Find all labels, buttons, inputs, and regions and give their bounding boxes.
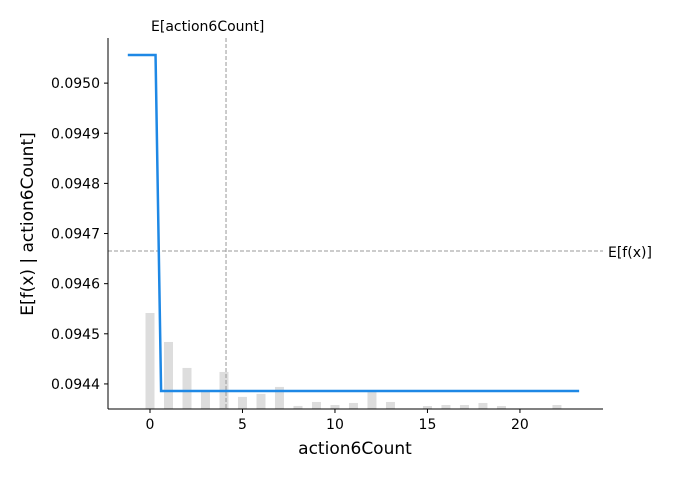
- histogram-bar: [552, 404, 562, 409]
- histogram-bar: [274, 386, 284, 409]
- histogram-bar: [422, 405, 432, 409]
- expected-x-label: E[action6Count]: [151, 19, 264, 35]
- line: [127, 53, 580, 393]
- y-tick-label: 0.0947: [51, 227, 100, 243]
- x-tick-label: 0: [146, 417, 155, 433]
- y-tick-label: 0.0948: [51, 176, 100, 192]
- histogram-bar: [237, 396, 247, 409]
- x-tick-label: 15: [419, 417, 437, 433]
- histogram-bar: [330, 404, 340, 409]
- histogram-bar: [478, 402, 488, 409]
- y-tick-label: 0.0950: [51, 76, 100, 92]
- x-tick-label: 10: [326, 417, 344, 433]
- histogram-bar: [441, 404, 451, 409]
- histogram-bar: [163, 341, 173, 409]
- x-tick-label: 20: [511, 417, 529, 433]
- y-axis-label: E[f(x) | action6Count]: [18, 132, 38, 315]
- histogram-bar: [496, 405, 506, 409]
- histogram-bar: [311, 401, 321, 409]
- histogram-bar: [256, 393, 266, 409]
- histogram-bar: [367, 390, 377, 409]
- x-axis-label: action6Count: [298, 439, 412, 459]
- y-tick-label: 0.0944: [51, 377, 100, 393]
- histogram-bar: [200, 391, 210, 409]
- y-tick-label: 0.0946: [51, 277, 100, 293]
- y-tick-label: 0.0949: [51, 126, 100, 142]
- histogram-bar: [348, 402, 358, 409]
- y-tick-label: 0.0945: [51, 327, 100, 343]
- expected-y-label: E[f(x)]: [608, 245, 652, 261]
- histogram-bar: [145, 312, 155, 409]
- x-tick-label: 5: [238, 417, 247, 433]
- histogram-bar: [385, 401, 395, 409]
- histogram-bar: [293, 405, 303, 409]
- histogram-bar: [182, 367, 192, 409]
- histogram-bar: [459, 404, 469, 409]
